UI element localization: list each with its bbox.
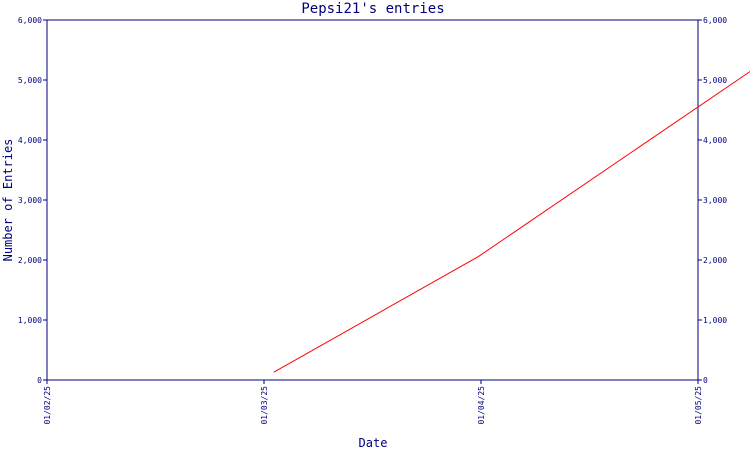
y-tick-label-right: 6,000 [703,16,727,25]
x-tick-label: 01/04/25 [477,386,486,425]
y-tick-label-right: 2,000 [703,256,727,265]
chart-title: Pepsi21's entries [301,1,444,17]
y-tick-label-right: 3,000 [703,196,727,205]
x-ticks: 01/02/25 01/03/25 01/04/25 01/05/25 [43,380,703,425]
x-tick-label: 01/05/25 [694,386,703,425]
y-tick-label-left: 6,000 [18,16,42,25]
y-tick-label-left: 4,000 [18,136,42,145]
y-ticks-right: 0 1,000 2,000 3,000 4,000 5,000 6,000 [698,16,727,385]
y-tick-label-right: 5,000 [703,76,727,85]
plot-frame [46,19,699,381]
y-tick-label-left: 1,000 [18,316,42,325]
y-ticks-left: 0 1,000 2,000 3,000 4,000 5,000 6,000 [18,16,47,385]
series-group [273,70,750,373]
x-axis-label: Date [359,436,388,450]
y-tick-label-left: 0 [37,376,42,385]
y-tick-label-right: 0 [703,376,708,385]
y-tick-label-left: 3,000 [18,196,42,205]
x-tick-label: 01/03/25 [260,386,269,425]
series-line-0 [273,70,750,373]
y-tick-label-left: 5,000 [18,76,42,85]
y-tick-label-left: 2,000 [18,256,42,265]
x-tick-label: 01/02/25 [43,386,52,425]
y-tick-label-right: 4,000 [703,136,727,145]
y-axis-label: Number of Entries [1,139,15,262]
y-tick-label-right: 1,000 [703,316,727,325]
